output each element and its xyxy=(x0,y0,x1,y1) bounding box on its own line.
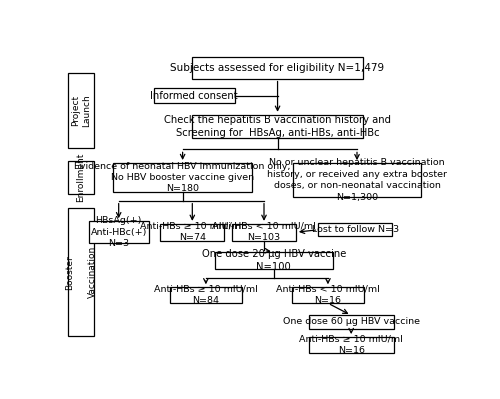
FancyBboxPatch shape xyxy=(154,88,235,103)
Text: Booster

Vaccination: Booster Vaccination xyxy=(65,246,97,298)
Text: Enrollment: Enrollment xyxy=(76,153,86,202)
Text: Project
Launch: Project Launch xyxy=(71,95,92,127)
Text: Anti-HBs ≥ 10 mIU/ml
N=16: Anti-HBs ≥ 10 mIU/ml N=16 xyxy=(300,335,403,355)
Text: One dose 20 μg HBV vaccine
N=100: One dose 20 μg HBV vaccine N=100 xyxy=(202,249,346,272)
Text: Informed consent: Informed consent xyxy=(150,91,238,101)
FancyBboxPatch shape xyxy=(160,224,224,241)
FancyBboxPatch shape xyxy=(88,221,148,243)
FancyBboxPatch shape xyxy=(170,287,242,303)
Text: Anti-HBs < 10 mIU/ml
N=16: Anti-HBs < 10 mIU/ml N=16 xyxy=(276,285,380,305)
Text: Anti-HBs < 10 mIU/ml
N=103: Anti-HBs < 10 mIU/ml N=103 xyxy=(212,222,316,243)
Text: Check the hepatitis B vaccination history and
Screening for  HBsAg, anti-HBs, an: Check the hepatitis B vaccination histor… xyxy=(164,115,391,138)
FancyBboxPatch shape xyxy=(292,287,364,303)
Text: One dose 60 μg HBV vaccine: One dose 60 μg HBV vaccine xyxy=(282,318,420,326)
Text: Subjects assessed for eligibility N=1,479: Subjects assessed for eligibility N=1,47… xyxy=(170,63,384,73)
FancyBboxPatch shape xyxy=(68,73,94,148)
FancyBboxPatch shape xyxy=(293,163,421,197)
FancyBboxPatch shape xyxy=(308,315,394,328)
FancyBboxPatch shape xyxy=(214,252,333,269)
Text: Anti-HBs ≥ 10 mIU/ml
N=84: Anti-HBs ≥ 10 mIU/ml N=84 xyxy=(154,285,258,305)
FancyBboxPatch shape xyxy=(68,161,94,194)
FancyBboxPatch shape xyxy=(192,115,363,138)
Text: Anti-HBs ≥ 10 mIU/ml
N=74: Anti-HBs ≥ 10 mIU/ml N=74 xyxy=(140,222,244,243)
FancyBboxPatch shape xyxy=(308,337,394,353)
FancyBboxPatch shape xyxy=(232,224,296,241)
Text: HBsAg(+)
Anti-HBc(+)
N=3: HBsAg(+) Anti-HBc(+) N=3 xyxy=(90,216,147,248)
Text: Evidence of neonatal HBV immunization only,
No HBV booster vaccine given
N=180: Evidence of neonatal HBV immunization on… xyxy=(74,162,291,194)
FancyBboxPatch shape xyxy=(318,223,392,236)
Text: Lost to follow N=3: Lost to follow N=3 xyxy=(312,225,398,234)
FancyBboxPatch shape xyxy=(192,57,363,79)
Text: No or unclear hepatitis B vaccination
history, or received any extra booster
dos: No or unclear hepatitis B vaccination hi… xyxy=(267,158,447,201)
FancyBboxPatch shape xyxy=(113,163,252,192)
FancyBboxPatch shape xyxy=(68,208,94,336)
